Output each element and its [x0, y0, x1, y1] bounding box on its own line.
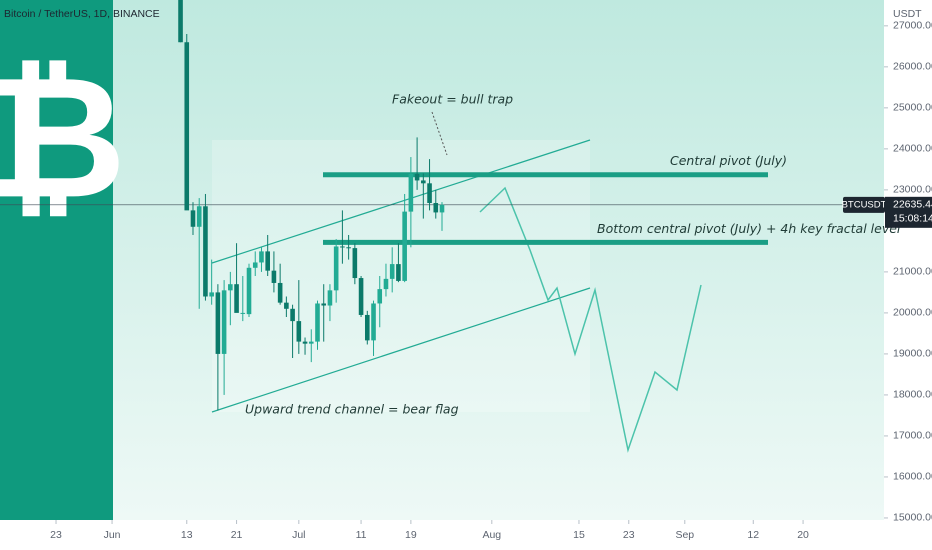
x-tick-label: Jun [104, 529, 121, 541]
annotation: Upward trend channel = bear flag [245, 402, 459, 417]
candle-body [383, 278, 389, 290]
candle-body [352, 248, 358, 279]
symbol-tag: BTCUSDT [842, 199, 887, 210]
y-tick-label: 25000.00 [893, 102, 932, 114]
candle-body [284, 302, 289, 309]
x-tick-label: 23 [50, 529, 62, 541]
candle-body [240, 312, 246, 314]
y-tick-label: 15000.00 [893, 512, 932, 524]
x-tick-label: 11 [356, 529, 367, 541]
candle-body [396, 264, 401, 281]
candle-body [302, 341, 308, 344]
annotation: Fakeout = bull trap [392, 92, 513, 107]
price-axis-panel [884, 0, 932, 550]
plot-background [0, 0, 884, 520]
candle-body [364, 314, 370, 341]
candle-body [371, 303, 376, 341]
y-tick-label: 17000.00 [893, 430, 932, 442]
candle-body [184, 42, 190, 211]
y-tick-label: 23000.00 [893, 184, 932, 196]
candle-body [333, 246, 339, 291]
candle-body [290, 308, 295, 322]
candle-body [259, 251, 264, 263]
candle-body [439, 204, 445, 213]
candle-body [221, 290, 227, 354]
candle-body [377, 289, 383, 304]
y-tick-label: 18000.00 [893, 389, 932, 401]
x-tick-label: 15 [573, 529, 585, 541]
channel-zone [212, 140, 590, 412]
x-tick-label: 23 [623, 529, 635, 541]
candle-body [178, 0, 183, 43]
last-price-bg [885, 196, 932, 228]
candle-body [402, 211, 407, 281]
candle-body [433, 202, 439, 213]
logo-panel [0, 0, 113, 520]
projection-path [479, 186, 702, 453]
chart-title: Bitcoin / TetherUS, 1D, BINANCE [4, 8, 160, 20]
channel-lower [211, 287, 591, 413]
candle-body [277, 282, 283, 303]
countdown: 15:08:14 [893, 213, 932, 225]
y-tick-label: 27000.00 [893, 20, 932, 32]
candle-body [215, 292, 221, 354]
y-tick-label: 19000.00 [893, 348, 932, 360]
candle-body [315, 303, 320, 342]
x-tick-label: Aug [482, 529, 501, 541]
candle-body [209, 292, 214, 297]
candle-body [340, 246, 345, 248]
symbol-tag-bg [843, 196, 885, 213]
candle-body [246, 267, 252, 315]
fakeout-pointer [431, 111, 448, 156]
logo: ₿ [0, 39, 126, 237]
x-tick-label: Sep [675, 529, 694, 541]
x-tick-label: 13 [181, 529, 193, 541]
candle-body [271, 270, 277, 283]
channel-upper [211, 139, 591, 264]
y-tick-label: 26000.00 [893, 61, 932, 73]
y-tick-label: 20000.00 [893, 307, 932, 319]
candle-body [421, 180, 426, 184]
candle-body [358, 278, 364, 315]
x-tick-label: 21 [231, 529, 243, 541]
candle-body [252, 262, 258, 268]
candle-body [327, 290, 333, 306]
y-tick-label: 16000.00 [893, 471, 932, 483]
candle-body [190, 210, 196, 227]
candle-body [389, 264, 395, 279]
candle-body [228, 284, 233, 291]
candle-body [408, 173, 414, 212]
candle-body [196, 206, 202, 227]
x-tick-label: 20 [797, 529, 809, 541]
candle-body [203, 206, 208, 297]
x-tick-label: Jul [292, 529, 305, 541]
candle-body [308, 341, 314, 344]
axis-unit: USDT [893, 8, 922, 20]
y-tick-label: 24000.00 [893, 143, 932, 155]
pivot-label: Bottom central pivot (July) + 4h key fra… [597, 221, 901, 236]
candle-body [296, 321, 302, 342]
candle-body [346, 247, 351, 249]
candle-body [321, 303, 327, 306]
pivot-label: Central pivot (July) [670, 153, 787, 168]
candle-body [427, 183, 432, 203]
candle-body [414, 173, 420, 181]
y-tick-label: 21000.00 [893, 266, 932, 278]
x-tick-label: 12 [747, 529, 759, 541]
plot [0, 0, 884, 411]
x-tick-label: 19 [405, 529, 417, 541]
candle-body [234, 284, 239, 313]
candle-body [265, 251, 270, 271]
last-price-label: 22635.44 [893, 199, 932, 211]
